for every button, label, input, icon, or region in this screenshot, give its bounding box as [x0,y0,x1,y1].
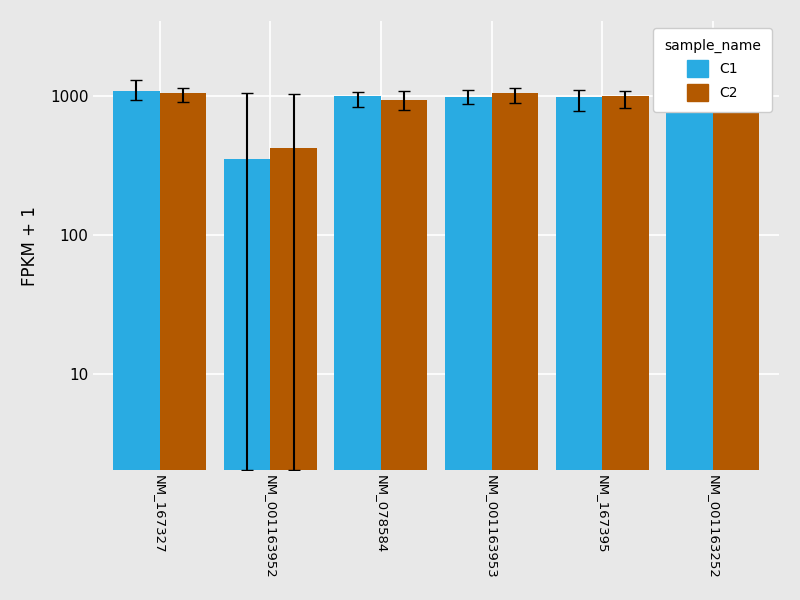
Bar [334,96,381,600]
Bar [270,148,317,600]
Y-axis label: FPKM + 1: FPKM + 1 [21,206,39,286]
Bar [445,97,491,600]
Bar [160,93,206,600]
Bar [491,94,538,600]
Bar [713,59,759,600]
Bar [666,89,713,600]
Bar [224,160,270,600]
Legend: C1, C2: C1, C2 [653,28,772,112]
Bar [556,97,602,600]
Bar [602,96,649,600]
Bar [114,91,160,600]
Bar [381,100,427,600]
